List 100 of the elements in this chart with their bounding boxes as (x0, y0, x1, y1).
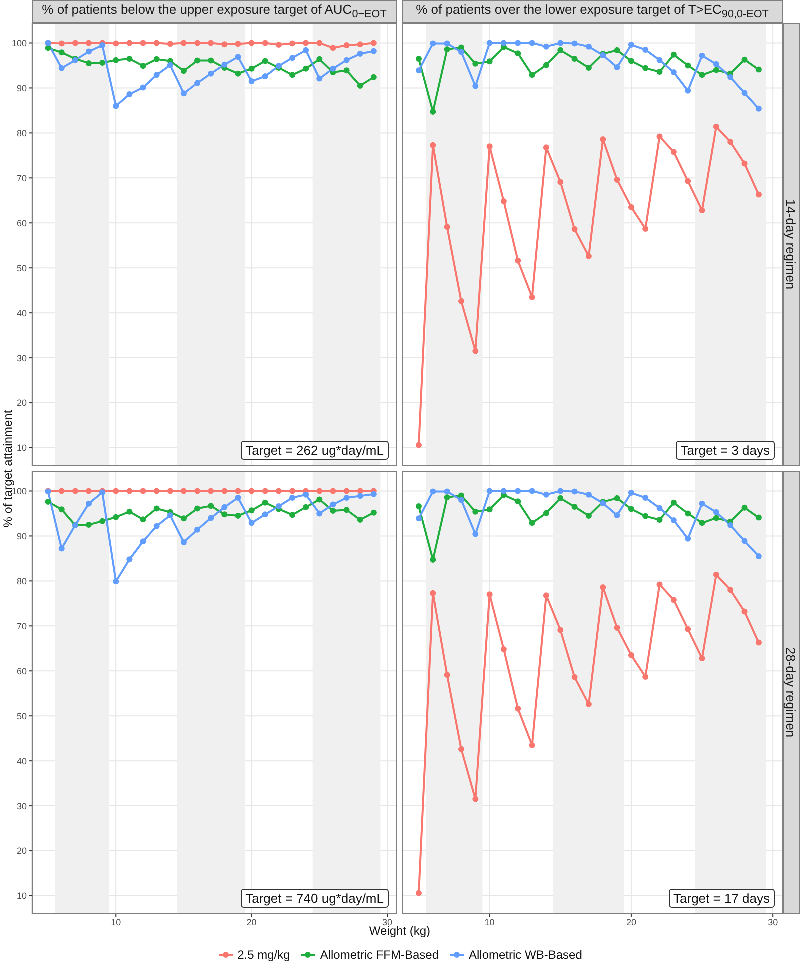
y-tick-label: 10 (16, 443, 27, 454)
point (742, 56, 748, 63)
point (430, 109, 436, 116)
point (248, 78, 255, 84)
point (416, 68, 422, 74)
point (472, 796, 479, 802)
point (558, 488, 564, 494)
point (586, 64, 592, 71)
point (642, 226, 649, 232)
point (126, 508, 133, 515)
point (558, 495, 564, 502)
y-tick-label: 100 (12, 486, 27, 496)
point (113, 514, 120, 520)
point (685, 626, 692, 632)
point (670, 500, 677, 506)
point (235, 41, 242, 48)
point (756, 514, 762, 521)
point (276, 488, 282, 494)
point (458, 298, 464, 304)
point (316, 40, 323, 46)
y-tick-label: 90 (16, 531, 27, 542)
point (713, 572, 720, 578)
x-tick-label: 10 (484, 917, 495, 928)
point (222, 62, 228, 68)
point (140, 40, 146, 46)
point (728, 139, 734, 146)
point (515, 50, 522, 57)
point (167, 62, 174, 68)
chart-title: % of patients below the upper exposure target of AUC$_{0−EOT}$ (42, 2, 387, 21)
y2-axis-title: 14-day regimen (784, 199, 800, 290)
point (543, 510, 550, 516)
point (543, 492, 550, 498)
point (370, 491, 377, 498)
point (416, 442, 422, 448)
point (167, 41, 174, 48)
point (167, 488, 174, 494)
point (600, 584, 606, 590)
point (529, 742, 536, 748)
point (235, 488, 242, 494)
annotation: Target = 740 ug*day/mL (240, 889, 389, 908)
point (742, 504, 748, 511)
point (529, 520, 536, 526)
point (194, 526, 201, 533)
point (713, 509, 720, 516)
point (303, 47, 310, 54)
point (276, 42, 282, 48)
point (58, 50, 65, 56)
point (113, 57, 120, 64)
y-tick-label: 30 (16, 801, 27, 812)
point (235, 54, 242, 60)
point (572, 56, 578, 62)
point (742, 608, 748, 615)
point (642, 46, 649, 53)
point (699, 520, 706, 526)
point (500, 646, 507, 653)
point (208, 503, 214, 510)
point (543, 592, 550, 599)
point (742, 538, 748, 544)
point (529, 294, 536, 300)
point (113, 578, 120, 585)
point (543, 144, 550, 151)
point (154, 523, 160, 530)
point (194, 58, 201, 64)
point (330, 66, 336, 72)
point (699, 52, 706, 59)
point (472, 348, 479, 354)
point (572, 504, 578, 510)
point (100, 60, 106, 66)
point (515, 498, 522, 505)
point (86, 488, 92, 494)
point (558, 627, 564, 634)
point (290, 512, 296, 518)
point (430, 142, 436, 148)
point (248, 66, 255, 72)
point (699, 208, 706, 214)
point (344, 507, 350, 514)
point (472, 83, 479, 90)
point (58, 40, 65, 47)
point (458, 746, 464, 752)
point (558, 40, 564, 46)
chart-title: % of patients over the lower exposure target of T>EC$_{90,0-EOT}$ (416, 2, 769, 21)
point (515, 488, 522, 494)
point (586, 492, 592, 498)
point (86, 522, 92, 528)
point (444, 46, 450, 53)
point (86, 60, 92, 66)
point (180, 68, 187, 74)
y-tick-label: 70 (16, 621, 27, 632)
point (154, 72, 160, 78)
point (486, 506, 493, 513)
point (357, 493, 364, 500)
point (756, 66, 762, 73)
point (656, 69, 663, 76)
point (194, 40, 201, 46)
point (685, 62, 692, 69)
point (208, 515, 214, 522)
point (486, 40, 493, 46)
point (628, 506, 634, 512)
point (728, 74, 734, 80)
point (614, 64, 620, 71)
